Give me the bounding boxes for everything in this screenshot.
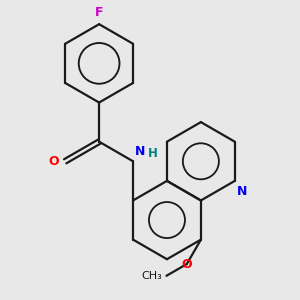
Text: H: H bbox=[148, 147, 158, 160]
Text: CH₃: CH₃ bbox=[142, 271, 163, 281]
Text: N: N bbox=[237, 185, 247, 198]
Text: N: N bbox=[135, 145, 146, 158]
Text: O: O bbox=[49, 155, 59, 168]
Text: O: O bbox=[182, 258, 192, 271]
Text: F: F bbox=[95, 7, 103, 20]
